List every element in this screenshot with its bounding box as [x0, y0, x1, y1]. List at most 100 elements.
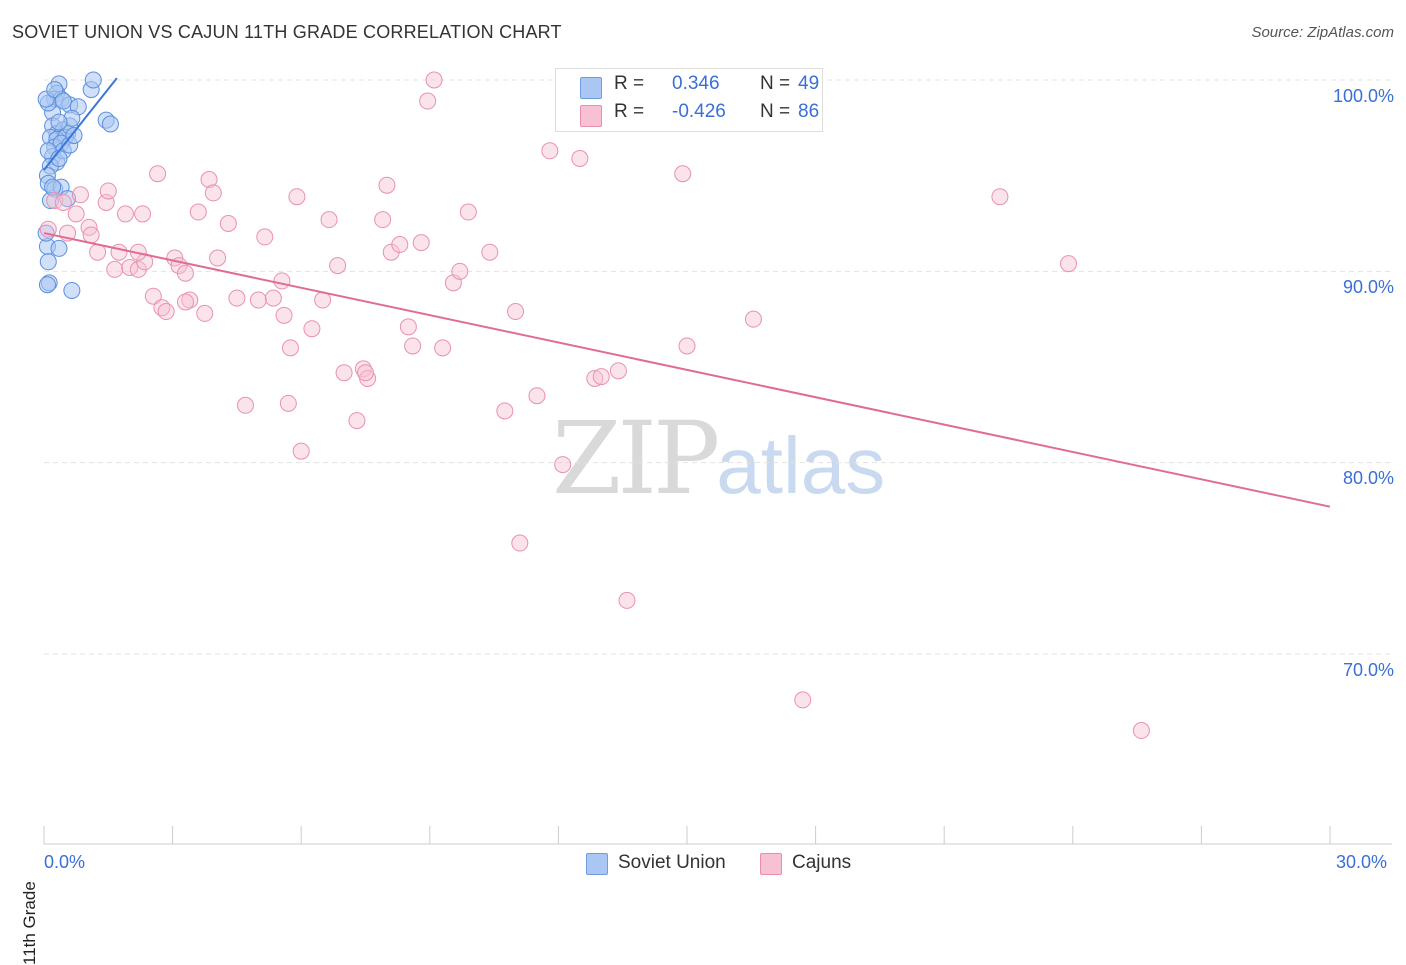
cajuns-point-53 [391, 236, 409, 254]
soviet-union-point-34 [38, 276, 56, 294]
cajuns-point-68 [541, 142, 559, 160]
cajuns-point-3 [67, 205, 85, 223]
y-tick-label-90: 90.0% [1342, 277, 1394, 297]
stats-r-value: -0.426 [672, 101, 726, 122]
cajuns-point-74 [618, 591, 636, 609]
y-tick-label-70: 70.0% [1342, 660, 1394, 680]
legend-label-soviet-union: Soviet Union [618, 852, 726, 873]
cajuns-point-25 [181, 291, 199, 309]
stats-box: R = 0.346 N = 49 R = -0.426 N = 86 [555, 68, 823, 132]
cajuns-point-28 [200, 170, 218, 188]
cajuns-point-34 [249, 291, 267, 309]
cajuns-point-41 [292, 442, 310, 460]
cajuns-point-73 [609, 362, 627, 380]
soviet-union-point-31 [39, 253, 57, 271]
soviet-union-trend-line [43, 77, 118, 171]
y-tick-label-100: 100.0% [1332, 86, 1394, 106]
cajuns-point-63 [481, 243, 499, 261]
legend-swatch-cajuns [760, 853, 782, 875]
cajuns-point-18 [144, 287, 162, 305]
cajuns-point-59 [434, 339, 452, 357]
cajuns-point-62 [459, 203, 477, 221]
soviet-union-point-42 [46, 81, 64, 99]
cajuns-point-31 [219, 215, 237, 232]
cajuns-point-56 [412, 234, 430, 252]
cajuns-point-81 [1132, 722, 1150, 740]
stats-n-value: 49 [798, 73, 820, 94]
cajuns-point-26 [189, 203, 207, 221]
stats-r-value: 0.346 [672, 73, 720, 94]
soviet-union-point-43 [54, 92, 72, 110]
cajuns-point-70 [571, 149, 589, 167]
cajuns-point-45 [329, 257, 347, 275]
cajuns-point-32 [228, 289, 246, 307]
cajuns-point-61 [451, 262, 469, 280]
cajuns-point-51 [378, 176, 396, 194]
stats-n-label: N = [760, 73, 791, 94]
scatter-plot [37, 71, 1392, 845]
stats-n-label: N = [760, 101, 791, 122]
cajuns-point-21 [157, 303, 175, 321]
stats-r-label: R = [614, 73, 645, 94]
cajuns-point-37 [273, 272, 291, 290]
stats-swatch-soviet-union [580, 77, 602, 99]
soviet-union-point-33 [63, 281, 81, 299]
cajuns-point-76 [678, 337, 696, 355]
soviet-union-point-45 [44, 178, 62, 196]
legend: Soviet Union Cajuns [0, 852, 1406, 878]
cajuns-point-35 [256, 228, 274, 246]
stats-n-value: 86 [798, 101, 820, 122]
legend-label-cajuns: Cajuns [792, 852, 852, 873]
y-tick-label-80: 80.0% [1342, 468, 1394, 488]
cajuns-point-72 [592, 368, 610, 386]
cajuns-point-39 [281, 339, 299, 357]
cajuns-point-69 [554, 456, 572, 474]
cajuns-point-55 [404, 337, 422, 355]
cajuns-point-11 [106, 260, 124, 278]
cajuns-trend-line [43, 232, 1331, 508]
cajuns-point-64 [496, 402, 514, 420]
soviet-union-point-30 [50, 239, 68, 257]
cajuns-point-33 [236, 396, 254, 414]
cajuns-point-7 [82, 226, 100, 244]
cajuns-point-46 [335, 364, 353, 382]
cajuns-point-19 [149, 165, 167, 183]
watermark-atlas: atlas [716, 421, 886, 510]
cajuns-point-13 [116, 205, 134, 223]
soviet-union-point-40 [50, 113, 68, 131]
cajuns-point-1 [46, 192, 64, 210]
cajuns-point-77 [744, 310, 762, 328]
cajuns-point-42 [303, 320, 321, 338]
cajuns-point-67 [528, 387, 546, 405]
cajuns-point-10 [99, 182, 117, 200]
cajuns-point-80 [1060, 255, 1078, 273]
cajuns-point-29 [204, 184, 222, 202]
cajuns-point-84 [279, 394, 297, 412]
cajuns-point-2 [54, 193, 72, 211]
cajuns-point-66 [511, 534, 529, 552]
source-label: Source: ZipAtlas.com [1251, 24, 1394, 41]
cajuns-point-40 [288, 188, 306, 206]
soviet-union-point-36 [101, 115, 119, 133]
cajuns-point-16 [134, 205, 152, 223]
cajuns-point-58 [425, 71, 443, 89]
cajuns-point-14 [121, 259, 139, 277]
cajuns-point-57 [419, 92, 437, 110]
cajuns-point-71 [586, 369, 604, 387]
cajuns-point-65 [507, 303, 525, 321]
cajuns-point-30 [209, 249, 227, 267]
cajuns-point-79 [991, 188, 1009, 206]
cajuns-point-27 [196, 304, 214, 322]
cajuns-point-85 [357, 364, 374, 382]
cajuns-point-83 [176, 293, 194, 311]
cajuns-point-44 [320, 211, 338, 229]
watermark-zip: ZIP [552, 400, 720, 517]
cajuns-point-78 [794, 691, 812, 709]
cajuns-point-54 [399, 318, 417, 336]
cajuns-point-75 [674, 165, 692, 183]
chart-title: SOVIET UNION VS CAJUN 11TH GRADE CORRELA… [12, 22, 562, 42]
cajuns-point-47 [348, 412, 366, 430]
stats-r-label: R = [614, 101, 645, 122]
cajuns-point-50 [374, 211, 392, 229]
cajuns-point-12 [110, 243, 128, 261]
